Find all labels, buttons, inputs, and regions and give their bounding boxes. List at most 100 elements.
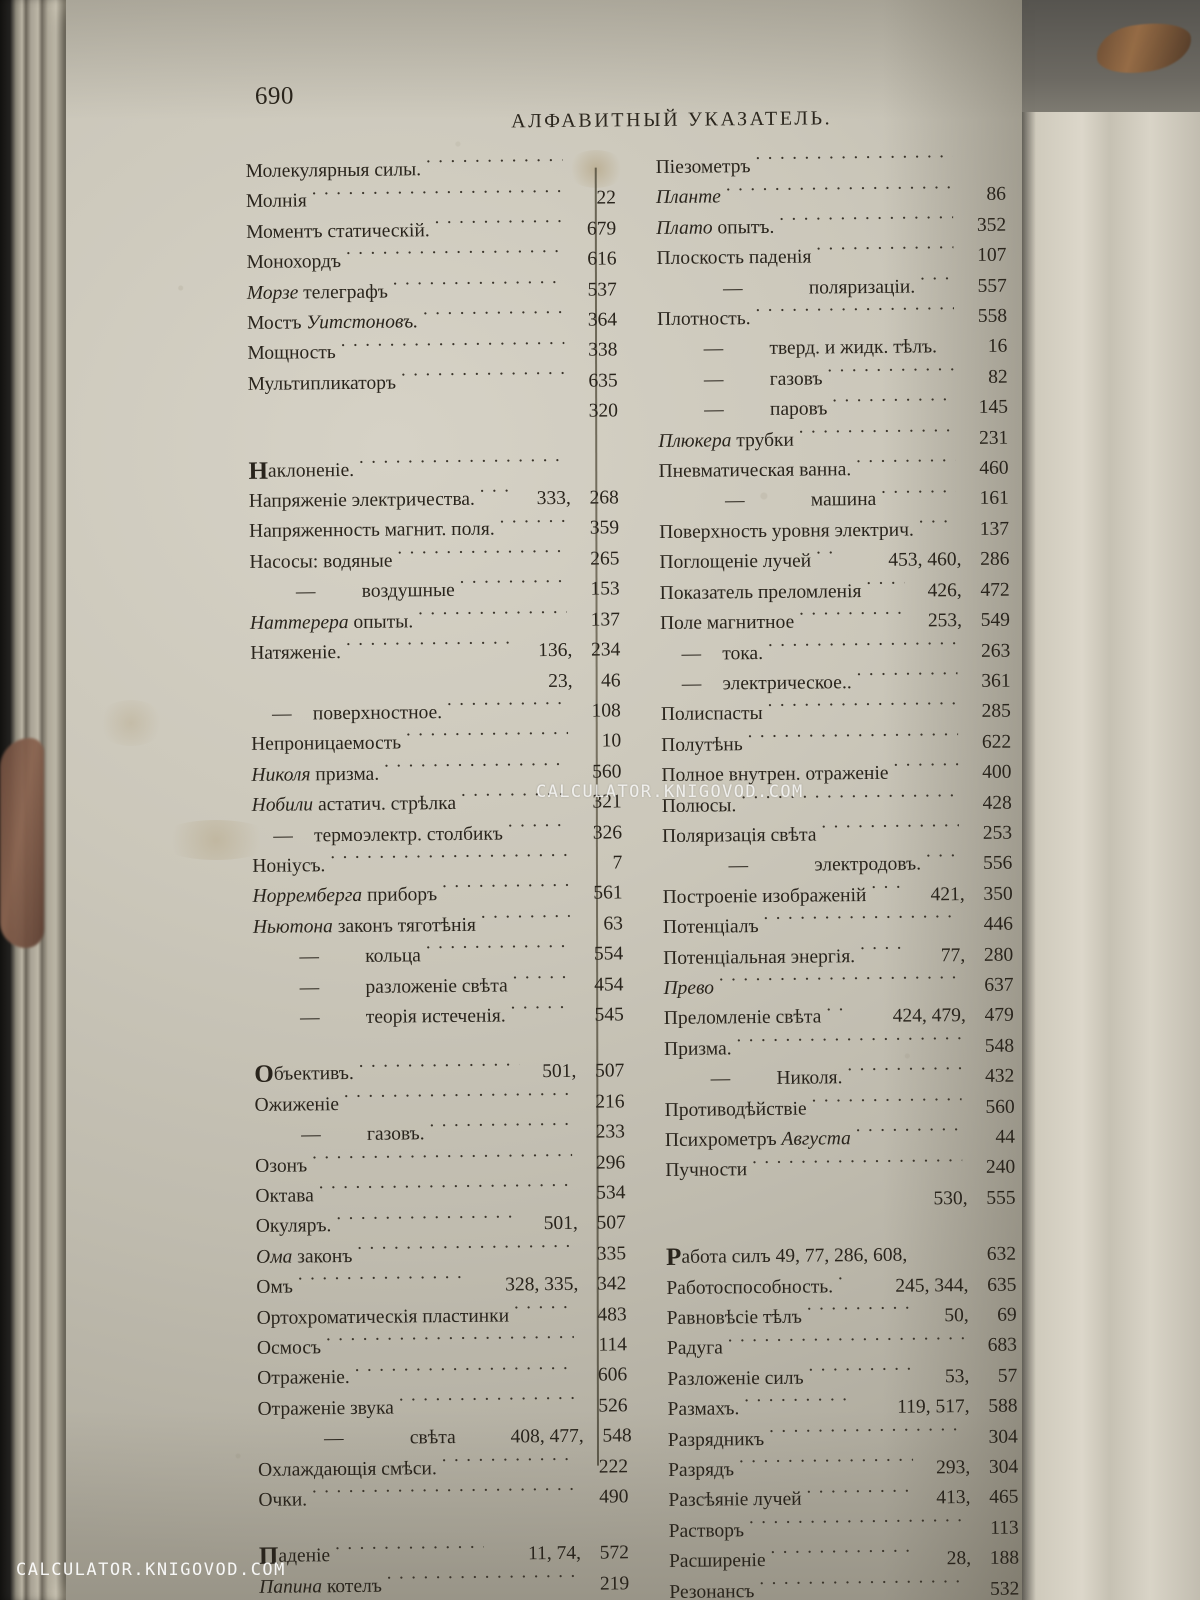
entry-label-text: воздушные bbox=[361, 580, 455, 603]
dot-leader bbox=[514, 1301, 574, 1321]
index-entry: Окуляръ. 501,507 bbox=[256, 1209, 626, 1243]
entry-label: Призма. bbox=[664, 1038, 732, 1060]
dot-leader bbox=[298, 1272, 464, 1293]
dot-leader bbox=[866, 577, 904, 597]
index-entry: Осмосъ 114 bbox=[257, 1330, 627, 1364]
dot-leader bbox=[344, 1088, 572, 1110]
entry-label: Ортохроматическія пластинки bbox=[256, 1305, 510, 1329]
entry-label: Плато опытъ. bbox=[656, 213, 774, 245]
index-entry: Плоскость паденія 107 bbox=[656, 241, 1006, 275]
entry-pages: 622 bbox=[981, 731, 1012, 753]
entry-label: Монохордъ bbox=[246, 251, 342, 274]
dot-leader bbox=[736, 1032, 961, 1054]
index-entry: — электрическое.. 361 bbox=[660, 667, 1011, 701]
printed-leaf: 690 АЛФАВИТНЫЙ УКАЗАТЕЛЬ. Молекулярныя с… bbox=[66, 0, 1022, 1600]
index-column-left: Молекулярныя силы. Молнія 22 Моментъ ста… bbox=[246, 153, 647, 1600]
dot-leader bbox=[871, 881, 907, 901]
entry-pages: 44 bbox=[995, 1126, 1016, 1148]
index-entry: Поверхность уровня электрич. 137 bbox=[659, 515, 1009, 549]
entry-name-italic: Августа bbox=[781, 1128, 851, 1150]
entry-label: Моментъ статическій. bbox=[246, 219, 430, 243]
entry-pages: 285 bbox=[981, 700, 1011, 723]
index-entry: Разрядъ 293,304 bbox=[668, 1453, 1018, 1487]
dot-leader bbox=[816, 547, 838, 567]
index-entry: Радуга 683 bbox=[667, 1331, 1017, 1365]
type-block: 690 АЛФАВИТНЫЙ УКАЗАТЕЛЬ. Молекулярныя с… bbox=[175, 58, 1029, 1600]
entry-label: — воздушные bbox=[250, 576, 455, 608]
entry-label-text: газовъ bbox=[769, 368, 823, 390]
entry-label: — поляризаціи. bbox=[657, 272, 916, 305]
entry-label: Поляризація свѣта bbox=[661, 824, 817, 847]
entry-label: Растворъ bbox=[668, 1520, 745, 1542]
index-entry: Піезометръ bbox=[656, 150, 1006, 184]
dot-leader bbox=[500, 515, 567, 535]
index-entry: — тока. 263 bbox=[660, 636, 1010, 670]
index-entry: Полиспасты 285 bbox=[661, 697, 1011, 731]
dot-leader bbox=[919, 516, 956, 536]
watermark-corner: CALCULATOR.KNIGOVOD.COM bbox=[16, 1560, 286, 1580]
repeat-dash: — bbox=[710, 1068, 731, 1090]
entry-label: Размахъ. bbox=[667, 1398, 740, 1421]
dot-leader bbox=[481, 910, 570, 930]
dot-leader bbox=[359, 1058, 520, 1079]
repeat-dash: — bbox=[323, 1428, 344, 1450]
entry-label-text: газовъ. bbox=[366, 1123, 425, 1146]
entry-name-italic: Прево bbox=[663, 977, 715, 999]
running-head: АЛФАВИТНЫЙ УКАЗАТЕЛЬ. bbox=[511, 107, 833, 133]
entry-label-text: бъективъ. bbox=[273, 1063, 354, 1086]
entry-pages: 82 bbox=[988, 366, 1008, 388]
entry-name-italic: Планте bbox=[655, 186, 722, 209]
entry-pages: 679 bbox=[586, 218, 617, 240]
entry-label: Омъ bbox=[256, 1276, 293, 1299]
index-entry: — газовъ. 233 bbox=[255, 1118, 625, 1152]
index-entry: Растворъ 113 bbox=[669, 1513, 1019, 1547]
entry-label: Напряженность магнит. поля. bbox=[249, 519, 495, 543]
dot-leader bbox=[770, 1545, 914, 1566]
entry-pages: 114 bbox=[598, 1334, 628, 1356]
section-initial: Р bbox=[665, 1244, 682, 1272]
entry-label: Радуга bbox=[666, 1337, 723, 1360]
index-section-M: Молекулярныя силы. Молнія 22 Моментъ ста… bbox=[246, 153, 619, 430]
entry-label: Поглощеніе лучей bbox=[659, 550, 812, 574]
entry-pages: 53, 57 bbox=[944, 1365, 1018, 1388]
entry-label: Резонансъ bbox=[669, 1580, 755, 1600]
dot-leader bbox=[832, 394, 955, 415]
entry-label: Ньютона законъ тяготѣнія bbox=[253, 911, 476, 944]
entry-name-italic: Плато bbox=[656, 217, 713, 239]
dot-leader bbox=[442, 1453, 576, 1474]
dot-leader bbox=[812, 1093, 962, 1114]
entry-label: — газовъ bbox=[658, 364, 823, 396]
entry-pages: 86 bbox=[986, 184, 1007, 206]
entry-label: Плотность. bbox=[657, 308, 751, 331]
entry-label-text: приборъ bbox=[366, 884, 438, 907]
entry-name-italic: Морзе bbox=[246, 282, 299, 304]
entry-label: — газовъ. bbox=[255, 1119, 425, 1151]
entry-pages: 556 bbox=[982, 852, 1013, 875]
dot-leader bbox=[799, 607, 905, 628]
index-entry: Омъ 328, 335,342 bbox=[256, 1270, 626, 1304]
entry-pages: 304 bbox=[988, 1426, 1018, 1448]
entry-pages: 28, 188 bbox=[946, 1547, 1020, 1570]
entry-label: Морзе телеграфъ bbox=[247, 277, 388, 309]
entry-pages: 400 bbox=[982, 761, 1012, 784]
dot-leader bbox=[335, 1541, 484, 1562]
entry-label: Разложеніе силъ bbox=[667, 1367, 804, 1390]
entry-label-text: опытъ. bbox=[717, 216, 775, 239]
entry-label: — термоэлектр. столбикъ bbox=[252, 819, 503, 852]
index-entry: Объективъ. 501,507 bbox=[254, 1057, 624, 1091]
index-entry: — термоэлектр. столбикъ 326 bbox=[252, 818, 622, 852]
entry-pages: 554 bbox=[593, 943, 624, 965]
entry-label: — электродовъ. bbox=[662, 850, 922, 883]
entry-pages: 7 bbox=[612, 852, 623, 874]
entry-pages: 333, 268 bbox=[536, 487, 619, 510]
repeat-dash: — bbox=[722, 277, 743, 299]
index-entry: Призма. 548 bbox=[664, 1031, 1014, 1065]
dot-leader bbox=[779, 211, 953, 232]
entry-label-text: тверд. и жидк. тѣлъ. bbox=[769, 336, 938, 360]
dot-leader bbox=[426, 154, 563, 175]
index-entry: Потенціалъ 446 bbox=[663, 910, 1013, 944]
index-entry: Размахъ. 119, 517,588 bbox=[667, 1392, 1017, 1426]
dot-leader bbox=[447, 697, 568, 718]
section-initial: О bbox=[254, 1061, 274, 1089]
entry-pages: 413, 465 bbox=[936, 1487, 1019, 1509]
